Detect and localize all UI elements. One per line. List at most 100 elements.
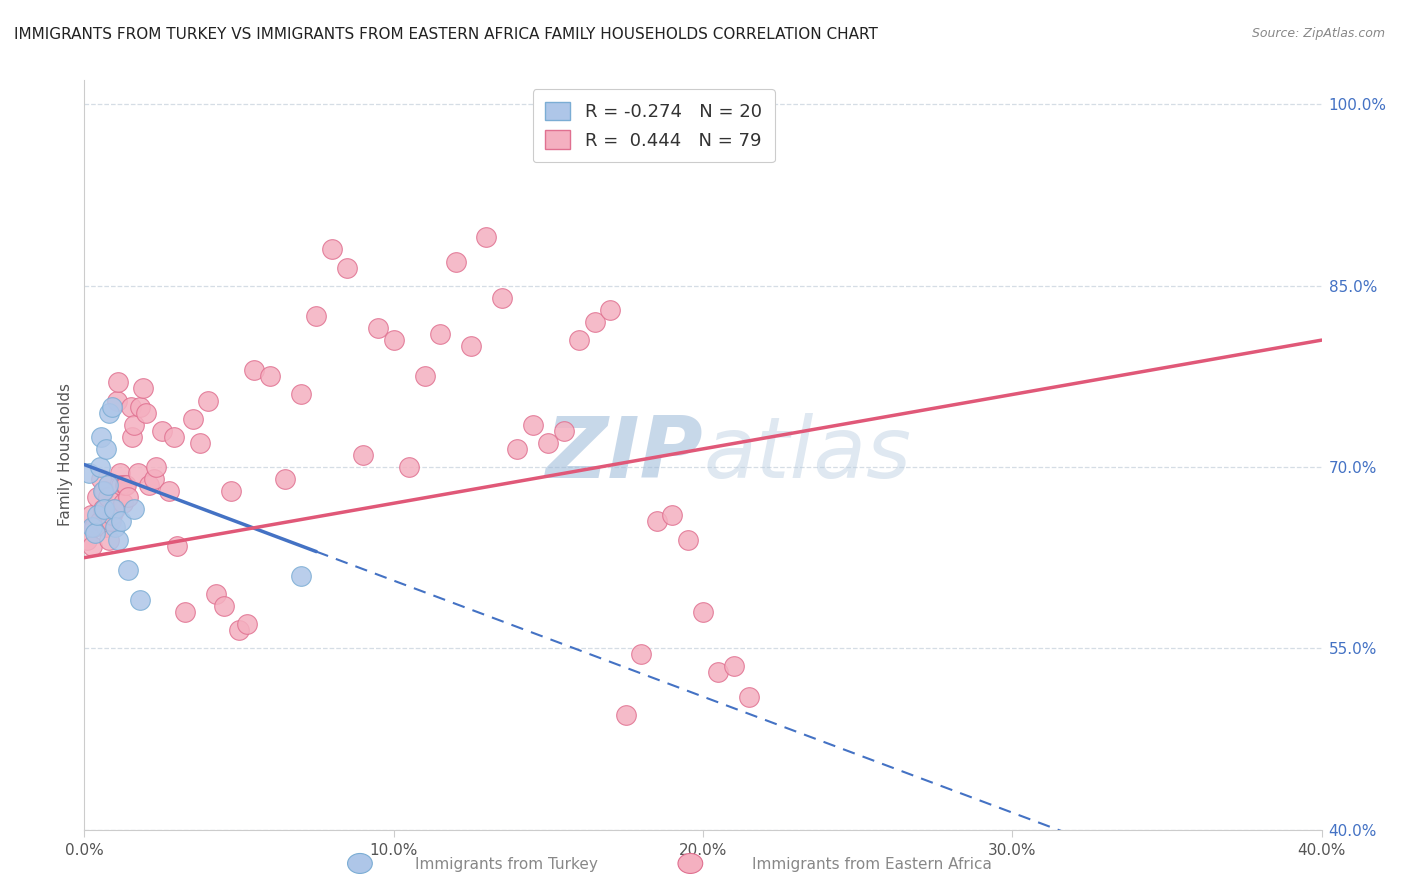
Point xyxy=(104,502,127,516)
Point xyxy=(614,707,637,722)
Text: Source: ZipAtlas.com: Source: ZipAtlas.com xyxy=(1251,27,1385,40)
Point xyxy=(630,648,652,662)
Point xyxy=(398,460,420,475)
Point xyxy=(506,442,529,456)
Point xyxy=(159,484,180,499)
Point xyxy=(112,496,135,510)
Point xyxy=(107,533,129,547)
Point xyxy=(738,690,761,704)
Point xyxy=(115,478,138,492)
Point xyxy=(94,442,117,456)
Point xyxy=(274,472,297,486)
Point xyxy=(181,411,204,425)
Point xyxy=(98,533,121,547)
Point xyxy=(105,393,128,408)
Point xyxy=(108,466,131,480)
Text: atlas: atlas xyxy=(703,413,911,497)
Point xyxy=(93,484,115,499)
Point xyxy=(138,478,160,492)
Point xyxy=(114,478,136,492)
Point xyxy=(150,424,173,438)
Ellipse shape xyxy=(678,854,703,873)
Point xyxy=(98,406,121,420)
Point xyxy=(444,254,467,268)
Point xyxy=(76,533,98,547)
Point xyxy=(91,484,114,499)
Point xyxy=(96,490,118,504)
Point xyxy=(89,460,111,475)
Point xyxy=(676,533,699,547)
Point xyxy=(122,417,145,432)
Point xyxy=(82,520,104,534)
Point xyxy=(117,490,139,504)
Y-axis label: Family Households: Family Households xyxy=(58,384,73,526)
Point xyxy=(135,406,157,420)
Point xyxy=(83,520,105,534)
Point xyxy=(475,230,498,244)
Point xyxy=(382,333,405,347)
Point xyxy=(460,339,482,353)
Point xyxy=(205,587,228,601)
Text: Immigrants from Eastern Africa: Immigrants from Eastern Africa xyxy=(752,857,991,872)
Point xyxy=(367,321,389,335)
Point xyxy=(121,430,143,444)
Point xyxy=(174,605,197,619)
Text: Immigrants from Turkey: Immigrants from Turkey xyxy=(415,857,598,872)
Point xyxy=(429,327,451,342)
Point xyxy=(129,593,152,607)
Point xyxy=(305,309,328,323)
Ellipse shape xyxy=(347,854,373,873)
Point xyxy=(568,333,591,347)
Point xyxy=(166,539,188,553)
Point xyxy=(599,302,621,317)
Point xyxy=(661,508,683,523)
Point xyxy=(90,430,112,444)
Point xyxy=(110,478,132,492)
Point xyxy=(90,472,112,486)
Point xyxy=(86,508,108,523)
Point xyxy=(413,369,436,384)
Point xyxy=(94,520,117,534)
Point xyxy=(352,448,374,462)
Point xyxy=(89,515,111,529)
Point xyxy=(107,376,129,390)
Point xyxy=(145,460,167,475)
Point xyxy=(101,508,124,523)
Point xyxy=(91,502,114,516)
Point xyxy=(290,568,312,582)
Point xyxy=(86,490,108,504)
Point xyxy=(336,260,359,275)
Point xyxy=(243,363,266,377)
Point xyxy=(100,515,122,529)
Point xyxy=(707,665,730,680)
Point xyxy=(93,502,115,516)
Point xyxy=(235,617,259,632)
Point xyxy=(101,400,124,414)
Point xyxy=(583,315,606,329)
Point xyxy=(537,435,560,450)
Point xyxy=(522,417,544,432)
Point xyxy=(84,526,107,541)
Point xyxy=(163,430,186,444)
Point xyxy=(82,539,104,553)
Point xyxy=(79,508,101,523)
Point xyxy=(188,435,212,450)
Point xyxy=(122,502,145,516)
Point xyxy=(120,400,142,414)
Point xyxy=(129,400,152,414)
Point xyxy=(228,623,250,637)
Point xyxy=(77,466,100,480)
Point xyxy=(692,605,714,619)
Point xyxy=(143,472,166,486)
Point xyxy=(321,243,343,257)
Point xyxy=(127,466,149,480)
Point xyxy=(723,659,745,673)
Point xyxy=(96,478,118,492)
Point xyxy=(259,369,281,384)
Text: IMMIGRANTS FROM TURKEY VS IMMIGRANTS FROM EASTERN AFRICA FAMILY HOUSEHOLDS CORRE: IMMIGRANTS FROM TURKEY VS IMMIGRANTS FRO… xyxy=(14,27,877,42)
Point xyxy=(132,381,155,395)
Point xyxy=(212,599,235,613)
Text: ZIP: ZIP xyxy=(546,413,703,497)
Point xyxy=(104,520,127,534)
Point xyxy=(553,424,575,438)
